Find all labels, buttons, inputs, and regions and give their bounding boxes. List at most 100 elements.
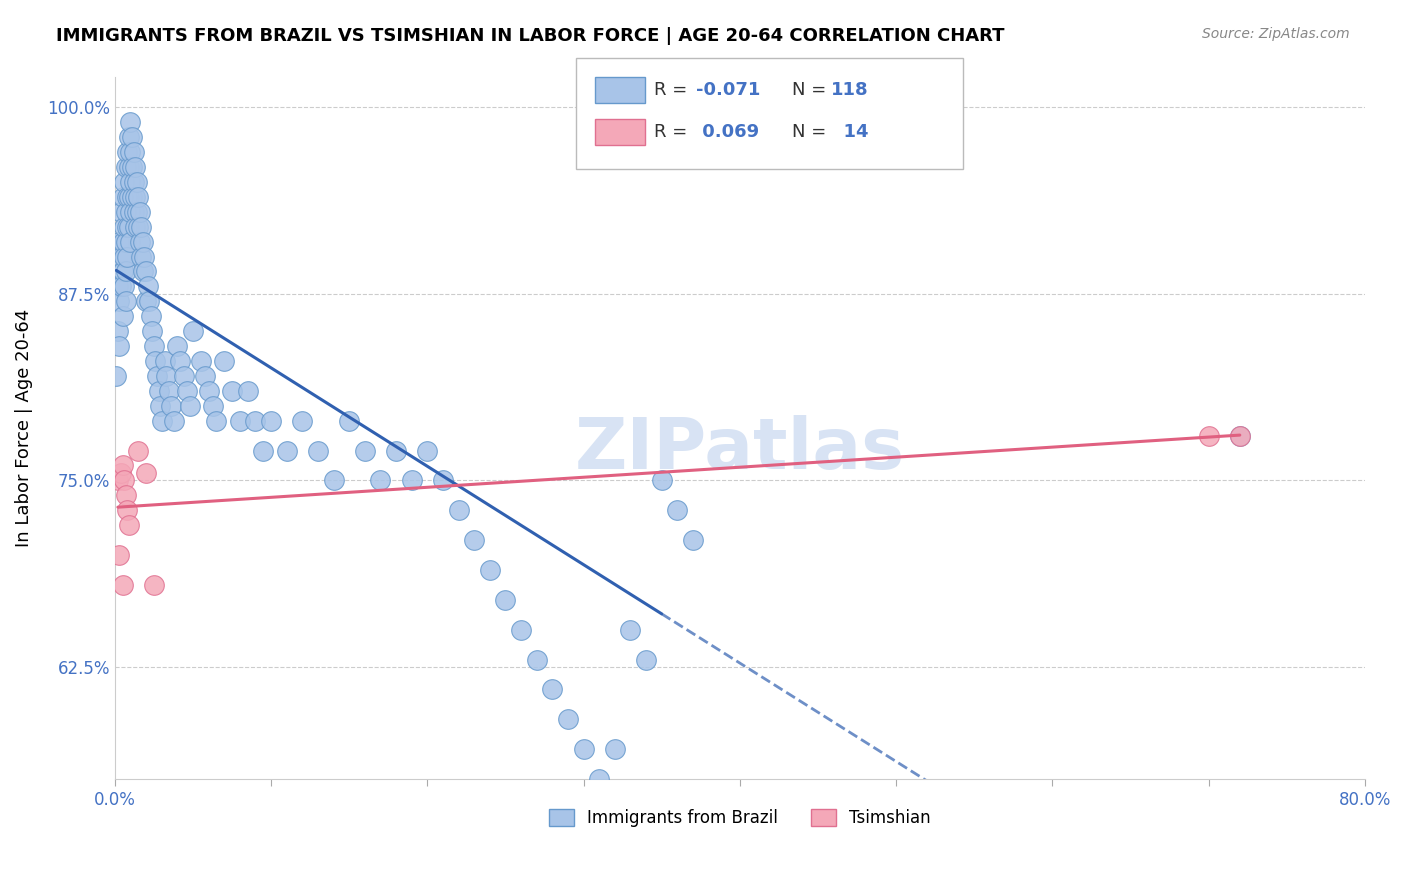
Point bbox=[111, 235, 134, 249]
Point bbox=[179, 399, 201, 413]
Point bbox=[169, 354, 191, 368]
Point bbox=[117, 145, 139, 159]
Point bbox=[110, 466, 132, 480]
Point bbox=[194, 368, 217, 383]
Point bbox=[155, 368, 177, 383]
Point bbox=[108, 235, 131, 249]
Point bbox=[252, 443, 274, 458]
Point bbox=[107, 279, 129, 293]
Point bbox=[111, 458, 134, 473]
Point bbox=[142, 339, 165, 353]
Point bbox=[117, 190, 139, 204]
Point bbox=[385, 443, 408, 458]
Point bbox=[181, 324, 204, 338]
Point bbox=[1229, 428, 1251, 442]
Point bbox=[114, 264, 136, 278]
Point bbox=[107, 324, 129, 338]
Point bbox=[118, 219, 141, 234]
Point bbox=[114, 204, 136, 219]
Point bbox=[121, 190, 143, 204]
Point bbox=[122, 175, 145, 189]
Point bbox=[114, 294, 136, 309]
Point bbox=[112, 279, 135, 293]
Point bbox=[135, 294, 157, 309]
Point bbox=[118, 130, 141, 145]
Point bbox=[125, 204, 148, 219]
Point bbox=[176, 384, 198, 398]
Point bbox=[572, 742, 595, 756]
Point bbox=[197, 384, 219, 398]
Text: 0.069: 0.069 bbox=[696, 123, 759, 141]
Point bbox=[212, 354, 235, 368]
Text: IMMIGRANTS FROM BRAZIL VS TSIMSHIAN IN LABOR FORCE | AGE 20-64 CORRELATION CHART: IMMIGRANTS FROM BRAZIL VS TSIMSHIAN IN L… bbox=[56, 27, 1005, 45]
Point bbox=[205, 414, 228, 428]
Point bbox=[136, 279, 159, 293]
Point bbox=[245, 414, 267, 428]
Text: R =: R = bbox=[654, 123, 693, 141]
Point bbox=[166, 339, 188, 353]
Point bbox=[107, 474, 129, 488]
Point bbox=[159, 384, 181, 398]
Point bbox=[370, 474, 392, 488]
Point bbox=[557, 712, 579, 726]
Point bbox=[122, 204, 145, 219]
Point bbox=[160, 399, 183, 413]
Point bbox=[139, 310, 162, 324]
Point bbox=[588, 772, 610, 786]
Point bbox=[120, 235, 142, 249]
Point bbox=[322, 474, 344, 488]
Point bbox=[202, 399, 225, 413]
Text: Source: ZipAtlas.com: Source: ZipAtlas.com bbox=[1202, 27, 1350, 41]
Point bbox=[117, 503, 139, 517]
Point bbox=[135, 466, 157, 480]
Point bbox=[108, 339, 131, 353]
Text: N =: N = bbox=[792, 81, 831, 99]
Point bbox=[163, 414, 186, 428]
Point bbox=[432, 474, 454, 488]
Point bbox=[127, 219, 149, 234]
Point bbox=[118, 190, 141, 204]
Point bbox=[131, 219, 153, 234]
Point bbox=[120, 204, 142, 219]
Point bbox=[114, 488, 136, 502]
Point bbox=[128, 235, 150, 249]
Point bbox=[118, 518, 141, 533]
Point bbox=[149, 399, 172, 413]
Point bbox=[112, 175, 135, 189]
Point bbox=[120, 115, 142, 129]
Point bbox=[111, 310, 134, 324]
Point bbox=[125, 175, 148, 189]
Text: 14: 14 bbox=[831, 123, 869, 141]
Point bbox=[110, 204, 132, 219]
Point bbox=[145, 354, 167, 368]
Point bbox=[603, 742, 626, 756]
Text: -0.071: -0.071 bbox=[696, 81, 761, 99]
Point bbox=[117, 250, 139, 264]
Point bbox=[142, 578, 165, 592]
Point bbox=[526, 652, 548, 666]
Point bbox=[112, 219, 135, 234]
Point bbox=[353, 443, 375, 458]
Legend: Immigrants from Brazil, Tsimshian: Immigrants from Brazil, Tsimshian bbox=[541, 802, 938, 834]
Point bbox=[150, 414, 173, 428]
Point bbox=[634, 652, 657, 666]
Point bbox=[122, 145, 145, 159]
Point bbox=[478, 563, 501, 577]
Point bbox=[118, 160, 141, 174]
Point bbox=[114, 160, 136, 174]
Point bbox=[291, 414, 314, 428]
Point bbox=[124, 160, 146, 174]
Point bbox=[236, 384, 259, 398]
Point bbox=[127, 190, 149, 204]
Point bbox=[134, 250, 156, 264]
Point bbox=[463, 533, 485, 548]
Point bbox=[541, 682, 564, 697]
Point bbox=[276, 443, 298, 458]
Point bbox=[108, 548, 131, 562]
Point bbox=[138, 294, 160, 309]
Text: N =: N = bbox=[792, 123, 831, 141]
Point bbox=[666, 503, 689, 517]
Point bbox=[494, 592, 516, 607]
Point bbox=[260, 414, 283, 428]
Point bbox=[135, 264, 157, 278]
